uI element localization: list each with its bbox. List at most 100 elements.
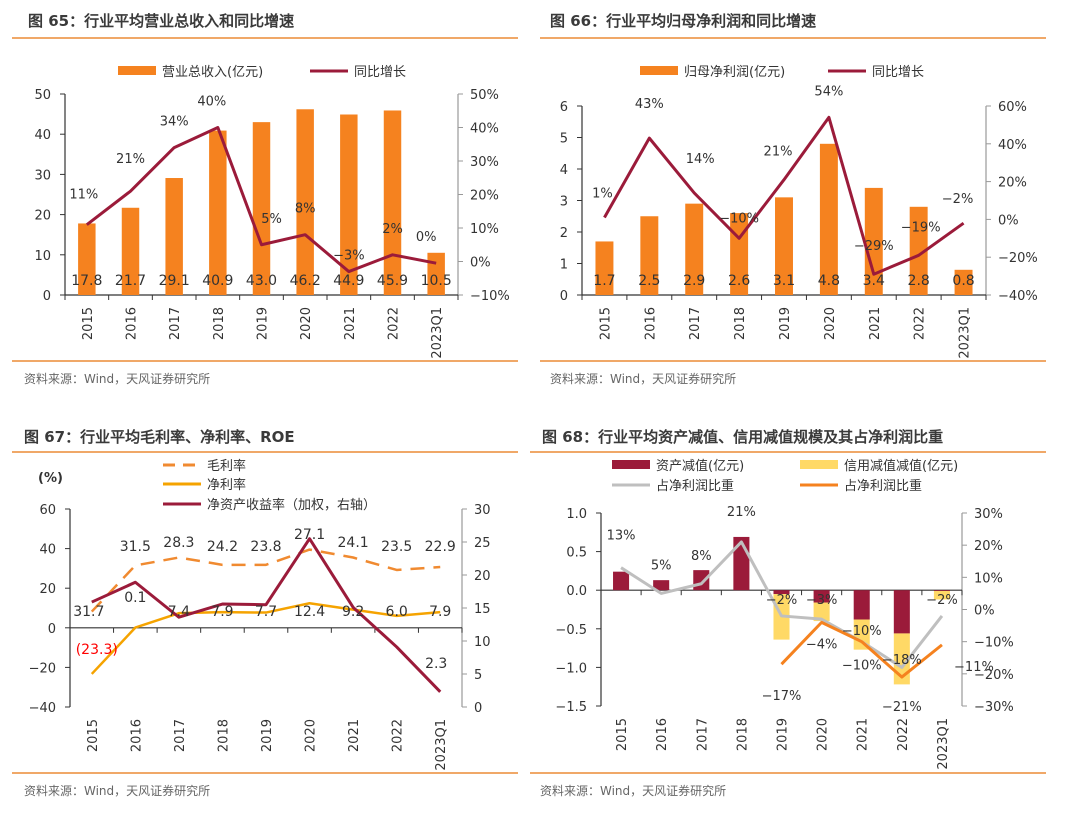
right-tick-label: 0% (470, 256, 491, 271)
category-label: 2017 (173, 719, 188, 752)
upper-value-label: 22.9 (425, 539, 456, 555)
gray-ratio-label: 8% (691, 549, 712, 564)
panel-title: 图 68：行业平均资产减值、信用减值规模及其占净利润比重 (542, 428, 944, 446)
bar-value-label: 1.7 (593, 273, 615, 289)
net-margin-value-label: (23.3) (76, 642, 118, 658)
category-label: 2022 (913, 307, 928, 340)
bar-value-label: 17.8 (71, 273, 102, 289)
asset-impairment-bar (613, 571, 630, 591)
title-rule (530, 451, 1046, 453)
category-label: 2019 (776, 718, 791, 751)
panel-title: 图 66：行业平均归母净利润和同比增速 (550, 12, 817, 30)
bar (775, 197, 793, 295)
category-label: 2021 (343, 307, 358, 340)
line-value-label: 21% (764, 145, 793, 160)
line-value-label: 0% (416, 230, 437, 245)
left-tick-label: 2 (560, 226, 568, 241)
right-tick-label: −30% (974, 700, 1014, 715)
right-tick-label: 25 (474, 536, 491, 551)
left-tick-label: 0.5 (566, 546, 587, 561)
left-tick-label: 10 (34, 249, 51, 264)
panel-fig68: 图 68：行业平均资产减值、信用减值规模及其占净利润比重 资产减值(亿元) 信用减… (530, 412, 1080, 824)
right-tick-label: 5 (474, 668, 482, 683)
bar-value-label: 2.6 (728, 273, 750, 289)
legend-label: 净利率 (207, 477, 246, 493)
legend-swatch (118, 66, 156, 75)
source-note: 资料来源：Wind，天风证券研究所 (24, 784, 211, 798)
bar-value-label: 10.5 (421, 273, 452, 289)
left-tick-label: 0 (43, 289, 51, 304)
line-value-label: 34% (160, 115, 189, 130)
left-tick-label: −1.0 (555, 661, 587, 676)
line-value-label: 14% (686, 152, 715, 167)
right-tick-label: 30% (974, 507, 1003, 522)
category-label: 2015 (615, 718, 630, 751)
legend-label: 同比增长 (354, 65, 406, 80)
category-label: 2016 (655, 718, 670, 751)
bar-value-label: 2.9 (683, 273, 705, 289)
category-label: 2022 (387, 307, 402, 340)
bar (340, 114, 358, 295)
legend-label: 归母净利润(亿元) (684, 65, 785, 80)
source-note: 资料来源：Wind，天风证券研究所 (24, 372, 211, 386)
category-label: 2017 (695, 718, 710, 751)
orange-ratio-label: −10% (842, 659, 882, 674)
gray-ratio-label: 13% (607, 529, 636, 544)
net-margin-value-label: 6.0 (386, 604, 408, 620)
bar-value-label: 0.8 (952, 273, 974, 289)
line-value-label: −2% (942, 192, 974, 207)
upper-value-label: 31.5 (120, 539, 151, 555)
right-tick-label: −20% (974, 668, 1014, 683)
right-tick-label: 60% (998, 100, 1027, 115)
bar-value-label: 3.4 (863, 273, 885, 289)
right-tick-label: 20% (998, 176, 1027, 191)
line-value-label: 21% (116, 152, 145, 167)
bar (595, 241, 614, 295)
gray-ratio-label: −3% (806, 593, 838, 608)
bottom-rule (12, 360, 518, 362)
net-margin-value-label: 0.1 (124, 590, 146, 606)
left-tick-label: 5 (560, 132, 568, 147)
chart-fig66: 归母净利润(亿元) 同比增长 0 1 2 3 4 5 6 −40% −20% 0% 20% 40% 60% 2… (560, 65, 1038, 359)
line-value-label: 11% (69, 188, 98, 203)
right-tick-label: 0% (998, 213, 1019, 228)
upper-value-label: 24.1 (338, 535, 369, 551)
bar (685, 203, 704, 295)
roe-last-label: 2.3 (425, 656, 447, 672)
left-tick-label: −0.5 (555, 623, 587, 638)
gray-ratio-label: 5% (651, 558, 672, 573)
category-label: 2023Q1 (936, 718, 951, 770)
net-margin-value-label: 7.7 (255, 604, 277, 620)
left-tick-label: 1.0 (566, 507, 587, 522)
panel-fig65: 图 65：行业平均营业总收入和同比增速 营业总收入(亿元) 同比增长 0 10 20 30… (0, 0, 540, 400)
line-value-label: 5% (261, 212, 282, 227)
right-tick-label: −40% (998, 289, 1038, 304)
bar-value-label: 4.8 (818, 273, 840, 289)
bar (78, 223, 96, 295)
bar (909, 206, 928, 295)
line-value-label: −10% (719, 211, 759, 226)
left-tick-label: 0 (560, 289, 568, 304)
orange-ratio-label: −17% (762, 689, 802, 704)
category-label: 2023Q1 (434, 719, 449, 771)
category-label: 2023Q1 (958, 307, 973, 359)
left-tick-label: −1.5 (555, 700, 587, 715)
category-label: 2018 (733, 307, 748, 340)
orange-ratio-label: −11% (954, 660, 994, 675)
asset-impairment-bar (773, 590, 790, 595)
upper-value-label: 23.5 (381, 539, 412, 555)
legend-label: 占净利润比重 (656, 478, 734, 494)
category-label: 2016 (643, 307, 658, 340)
net-margin-value-label: 7.9 (211, 604, 233, 620)
bar-value-label: 43.0 (246, 273, 277, 289)
left-tick-label: 50 (34, 88, 51, 103)
category-label: 2017 (168, 307, 183, 340)
bar (954, 269, 973, 295)
category-label: 2021 (856, 718, 871, 751)
line-value-label: −29% (854, 239, 894, 254)
credit-impairment-bar (933, 590, 950, 600)
orange-ratio-label: −4% (806, 637, 838, 652)
bar (252, 122, 271, 295)
category-label: 2018 (216, 719, 231, 752)
